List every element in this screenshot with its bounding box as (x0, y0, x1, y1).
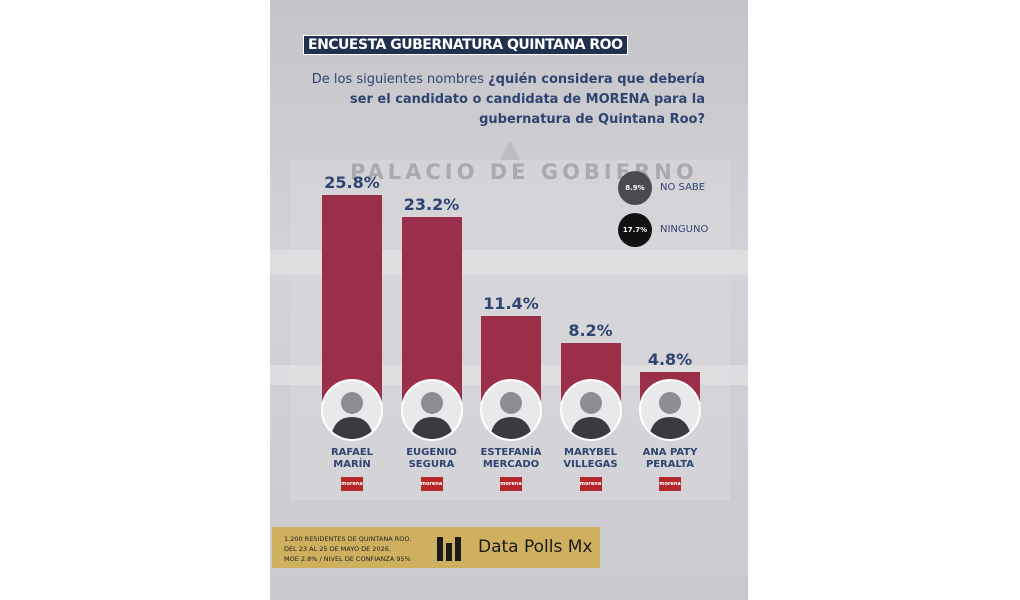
candidate-photo (639, 379, 701, 441)
value-label: 4.8% (647, 349, 693, 369)
response-circle: 8.9% (618, 171, 652, 205)
value-label: 11.4% (483, 294, 539, 314)
party-logo: morena (659, 477, 681, 491)
response-name: NINGUNO (660, 224, 709, 235)
candidate-photo (559, 379, 622, 441)
portrait (649, 392, 691, 439)
party-logo: morena (420, 477, 443, 491)
infographic: PALACIO DE GOBIERNO ENCUESTA GUBERNATURA… (270, 0, 748, 600)
response-circle: 17.7% (618, 213, 652, 247)
response-name: NO SABE (660, 182, 706, 193)
value-label: 23.2% (403, 194, 460, 214)
candidate-photo (480, 379, 542, 441)
bar (322, 195, 382, 412)
brand: Data Polls Mx (478, 537, 593, 557)
portrait (490, 392, 532, 439)
candidate-photo (321, 379, 383, 441)
question-bold: ¿quién considera que debería ser el cand… (349, 72, 705, 127)
chart-title: ENCUESTA GUBERNATURA QUINTANA ROO (303, 35, 628, 55)
party-logo: morena (341, 477, 363, 491)
candidate-photo (400, 379, 463, 441)
question: De los siguientes nombres ¿quién conside… (310, 70, 705, 130)
portrait (331, 392, 373, 439)
value-label: 25.8% (324, 173, 380, 192)
footer-box (272, 527, 600, 568)
candidate-name: RAFAEL MARÍN (330, 447, 374, 470)
candidate-name: MARYBEL VILLEGAS (563, 447, 618, 470)
candidate-name: EUGENIO SEGURA (406, 447, 457, 470)
candidate-name: ANA PATY PERALTA (642, 447, 698, 470)
party-logo: morena (579, 477, 602, 491)
question-intro: De los siguientes nombres (311, 72, 484, 87)
portrait (569, 392, 612, 439)
value-label: 8.2% (568, 321, 613, 341)
party-logo: morena (500, 477, 522, 491)
footer-text: 1,200 RESIDENTES DE QUINTANA ROO. (284, 535, 412, 543)
footer-text: DEL 23 AL 25 DE MAYO DE 2026. (284, 545, 391, 553)
footer-text: MOE 2.8% / NIVEL DE CONFIANZA 95% (284, 555, 411, 563)
candidate-name: ESTEFANÍA MERCADO (480, 447, 542, 470)
brand-logo (437, 537, 461, 561)
portrait (410, 392, 453, 439)
